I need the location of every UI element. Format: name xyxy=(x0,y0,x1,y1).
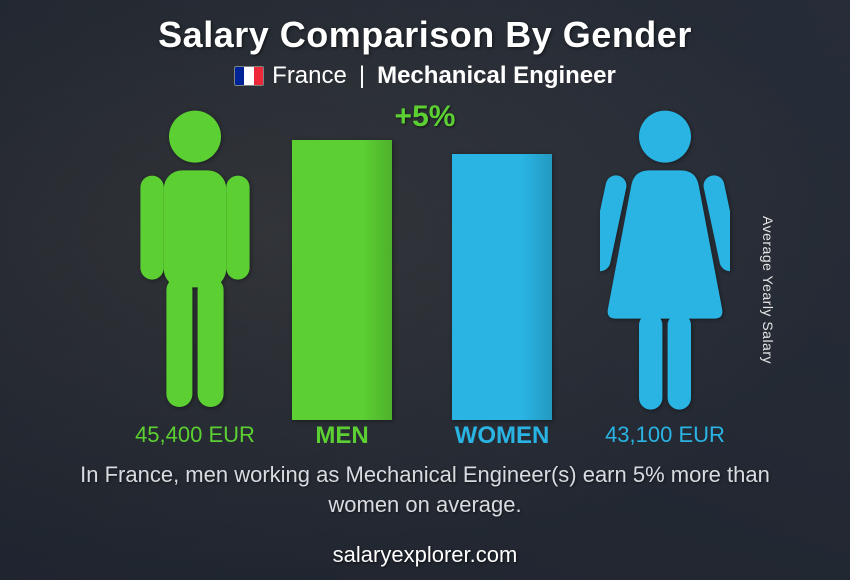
women-salary-value: 43,100 EUR xyxy=(560,422,770,448)
subtitle-row: France | Mechanical Engineer xyxy=(0,62,850,90)
female-figure-icon xyxy=(600,108,730,420)
flag-stripe-blue xyxy=(235,67,244,85)
footer-source: salaryexplorer.com xyxy=(0,542,850,568)
france-flag-icon xyxy=(234,66,264,86)
women-label: WOMEN xyxy=(452,422,552,450)
chart-area: +5% 45,400 EUR MEN WOMEN 4 xyxy=(60,100,790,450)
country-label: France xyxy=(272,62,347,90)
men-salary-value: 45,400 EUR xyxy=(90,422,300,448)
pct-difference-label: +5% xyxy=(395,100,456,134)
subtitle-divider: | xyxy=(359,62,365,90)
male-figure-icon xyxy=(130,108,260,420)
women-bar xyxy=(452,154,552,420)
summary-text: In France, men working as Mechanical Eng… xyxy=(60,460,790,519)
page-title: Salary Comparison By Gender xyxy=(0,14,850,56)
labels-row: 45,400 EUR MEN WOMEN 43,100 EUR xyxy=(60,422,790,450)
men-bar xyxy=(292,140,392,420)
y-axis-label: Average Yearly Salary xyxy=(760,216,776,364)
flag-stripe-white xyxy=(244,67,253,85)
flag-stripe-red xyxy=(254,67,263,85)
men-label: MEN xyxy=(292,422,392,450)
job-title-label: Mechanical Engineer xyxy=(377,62,616,90)
